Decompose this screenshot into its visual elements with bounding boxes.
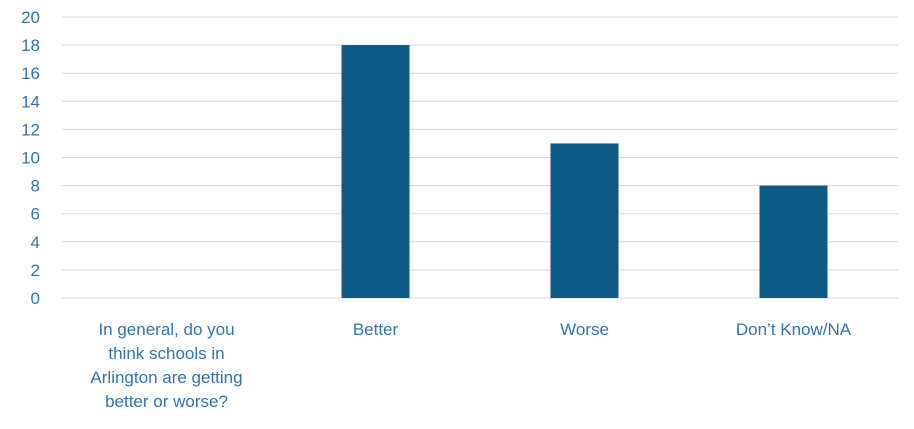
category-label: In general, do you think schools in Arling… (90, 320, 242, 411)
category-label: Worse (560, 320, 609, 339)
y-tick-label: 14 (21, 92, 40, 111)
y-tick-label: 18 (21, 36, 40, 55)
category-label: Better (353, 320, 399, 339)
category-label: Don’t Know/NA (736, 320, 852, 339)
bar-1 (341, 45, 410, 298)
bars (341, 45, 828, 298)
y-tick-label: 0 (31, 289, 40, 308)
gridlines (62, 16, 898, 299)
y-tick-label: 10 (21, 149, 40, 168)
y-tick-label: 2 (31, 261, 40, 280)
x-axis-category-labels: In general, do you think schools in Arling… (90, 320, 851, 411)
y-tick-label: 16 (21, 64, 40, 83)
bar-3 (759, 185, 828, 298)
category-label-line: Arlington are getting (90, 368, 242, 387)
category-label-line: better or worse? (105, 392, 228, 411)
category-label-line: In general, do you (98, 320, 234, 339)
y-tick-label: 8 (31, 177, 40, 196)
y-tick-label: 12 (21, 120, 40, 139)
category-label-line: Don’t Know/NA (736, 320, 852, 339)
category-label-line: think schools in (108, 344, 224, 363)
category-label-line: Worse (560, 320, 609, 339)
y-tick-label: 6 (31, 205, 40, 224)
y-axis-tick-labels: 0 2 4 6 8 10 12 14 16 18 20 (21, 8, 40, 308)
category-label-line: Better (353, 320, 399, 339)
y-tick-label: 4 (31, 233, 40, 252)
y-tick-label: 20 (21, 8, 40, 27)
bar-2 (550, 143, 619, 298)
